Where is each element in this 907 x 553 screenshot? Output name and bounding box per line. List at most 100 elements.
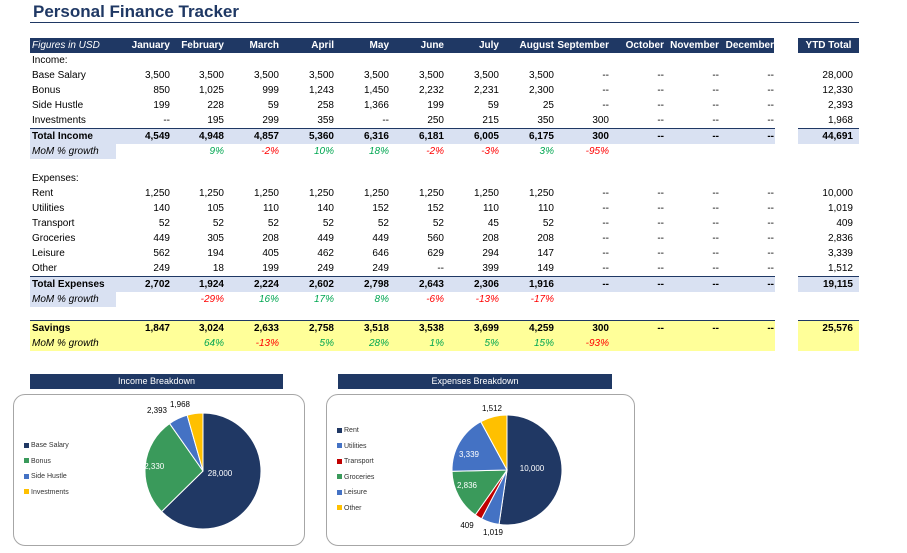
income-row-base-salary-cell: 3,500 (418, 70, 444, 81)
pie-slice-rent[interactable] (498, 414, 563, 526)
pie-slice-investments[interactable] (186, 412, 204, 472)
expenses-mom-row-cell (722, 292, 774, 307)
income-row-base-salary-cell: -- (602, 70, 609, 81)
income-section-label: Income: (30, 53, 859, 68)
legend-item-bonus[interactable]: Bonus (24, 457, 51, 466)
legend-item-rent[interactable]: Rent (337, 426, 359, 435)
legend-item-side-hustle[interactable]: Side Hustle (24, 472, 67, 481)
savings-mom-row-cell (612, 336, 664, 351)
expense-row-leisure-ytd: 3,339 (827, 248, 853, 259)
column-header-november[interactable]: November (670, 40, 719, 51)
income-row-investments-label: Investments (32, 115, 86, 126)
expense-row-utilities-cell: 152 (372, 203, 389, 214)
column-header-october[interactable]: October (625, 40, 664, 51)
column-header-september[interactable]: September (557, 40, 609, 51)
pie-data-label: 1,512 (482, 404, 503, 413)
title-divider (30, 22, 859, 23)
expense-row-rent-cell: 1,250 (363, 188, 389, 199)
column-header-march[interactable]: March (249, 40, 279, 51)
legend-item-leisure[interactable]: Leisure (337, 488, 367, 497)
savings-mom-row-cell (722, 336, 774, 351)
pie-slice-groceries[interactable] (451, 469, 508, 516)
expense-row-groceries-cell: 449 (153, 233, 170, 244)
expense-row-groceries-label: Groceries (32, 233, 76, 244)
expenses-chart-panel[interactable]: 10,000 1,019 409 2,836 3,339 1,512 Rent Utilit… (326, 394, 635, 546)
income-row-bonus-cell: 1,243 (308, 85, 334, 96)
total-expenses-row-label: Total Expenses (32, 279, 105, 290)
column-header-may[interactable]: May (369, 40, 389, 51)
savings-row-cell: -- (712, 323, 719, 334)
total-expenses-row-cell: 1,916 (528, 279, 554, 290)
legend-item-utilities[interactable]: Utilities (337, 442, 367, 451)
table-rule (798, 276, 859, 277)
pie-slice-bonus[interactable] (144, 422, 204, 513)
expense-row-other-cell: 199 (262, 263, 279, 274)
income-mom-row-cell: 10% (313, 146, 334, 157)
expense-row-transport-cell: -- (712, 218, 719, 229)
total-income-row-cell: 5,360 (308, 131, 334, 142)
legend-label: Other (344, 504, 362, 512)
column-header-august[interactable]: August (519, 40, 554, 51)
income-row-side-hustle-cell: 258 (317, 100, 334, 111)
pie-slice-base-salary[interactable] (160, 412, 262, 530)
pie-data-label: 2,393 (147, 406, 168, 415)
expense-row-utilities-cell: 110 (483, 203, 499, 214)
pie-slice-other[interactable] (480, 414, 508, 471)
header-row: Figures in USD January February March April M… (30, 38, 774, 53)
column-header-july[interactable]: July (478, 40, 499, 51)
expense-row-utilities-cell: 105 (207, 203, 224, 214)
total-income-row-cell: -- (657, 131, 664, 142)
expense-row-leisure-cell: -- (657, 248, 664, 259)
savings-row-cell: -- (767, 323, 774, 334)
income-row-investments-cell: -- (382, 115, 389, 126)
column-header-february[interactable]: February (181, 40, 224, 51)
expense-row-utilities: Utilities 140 105 110 140 152 152 110 110 -- -- -- -… (30, 201, 859, 216)
legend-item-investments[interactable]: Investments (24, 488, 69, 497)
total-income-row-cell: 6,175 (528, 131, 554, 142)
expense-row-transport-label: Transport (32, 218, 75, 229)
pie-data-label: 1,968 (170, 400, 191, 409)
total-income-row-bg (30, 129, 775, 144)
expense-row-groceries-cell: -- (602, 233, 609, 244)
expense-row-rent-cell: -- (712, 188, 719, 199)
legend-item-other[interactable]: Other (337, 504, 362, 513)
expense-row-other-cell: -- (767, 263, 774, 274)
income-row-side-hustle-cell: -- (657, 100, 664, 111)
total-expenses-row: Total Expenses 2,702 1,924 2,224 2,602 2,798 2… (30, 277, 859, 292)
expense-row-leisure-cell: 629 (427, 248, 444, 259)
column-header-april[interactable]: April (311, 40, 334, 51)
total-income-row-cell: 4,948 (198, 131, 224, 142)
column-header-june[interactable]: June (420, 40, 444, 51)
total-income-row: Total Income 4,549 4,948 4,857 5,360 6,316 6,1… (30, 129, 859, 144)
income-mom-row-cell (722, 144, 774, 159)
column-header-january[interactable]: January (131, 40, 170, 51)
income-row-bonus-cell: -- (767, 85, 774, 96)
expense-row-utilities-label: Utilities (32, 203, 65, 214)
figures-label: Figures in USD (32, 40, 100, 51)
pie-data-label: 409 (460, 521, 474, 530)
expense-row-transport-cell: 52 (432, 218, 444, 229)
expenses-mom-row-cell (667, 292, 719, 307)
expense-row-transport: Transport 52 52 52 52 52 52 45 52 -- -- -- -- 409 (30, 216, 859, 231)
legend-item-base-salary[interactable]: Base Salary (24, 441, 69, 450)
legend-item-groceries[interactable]: Groceries (337, 473, 374, 482)
expense-row-groceries-ytd: 2,836 (827, 233, 853, 244)
income-row-base-salary-cell: 3,500 (144, 70, 170, 81)
savings-mom-row-cell: 15% (533, 338, 554, 349)
pie-slice-leisure[interactable] (451, 420, 508, 472)
legend-label: Rent (344, 427, 359, 434)
expense-row-rent-label: Rent (32, 188, 54, 199)
total-expenses-row-cell: 2,602 (308, 279, 334, 290)
income-row-side-hustle-cell: 199 (427, 100, 444, 111)
expense-row-rent-cell: 1,250 (473, 188, 499, 199)
ytd-total-header[interactable]: YTD Total (798, 38, 859, 53)
expense-row-leisure-cell: 194 (207, 248, 224, 259)
savings-mom-row-cell: 5% (484, 338, 499, 349)
income-chart-panel[interactable]: 28,000 12,330 2,393 1,968 Base Salary Bonus S… (13, 394, 305, 546)
column-header-december[interactable]: December (725, 40, 774, 51)
expense-row-transport-cell: 52 (267, 218, 279, 229)
expenses-mom-row: MoM % growth -29% 16% 17% 8% -6% -13% -17% (30, 292, 859, 307)
expenses-pie-chart: 10,000 1,019 409 2,836 3,339 1,512 (451, 404, 563, 537)
legend-item-transport[interactable]: Transport (337, 457, 374, 466)
